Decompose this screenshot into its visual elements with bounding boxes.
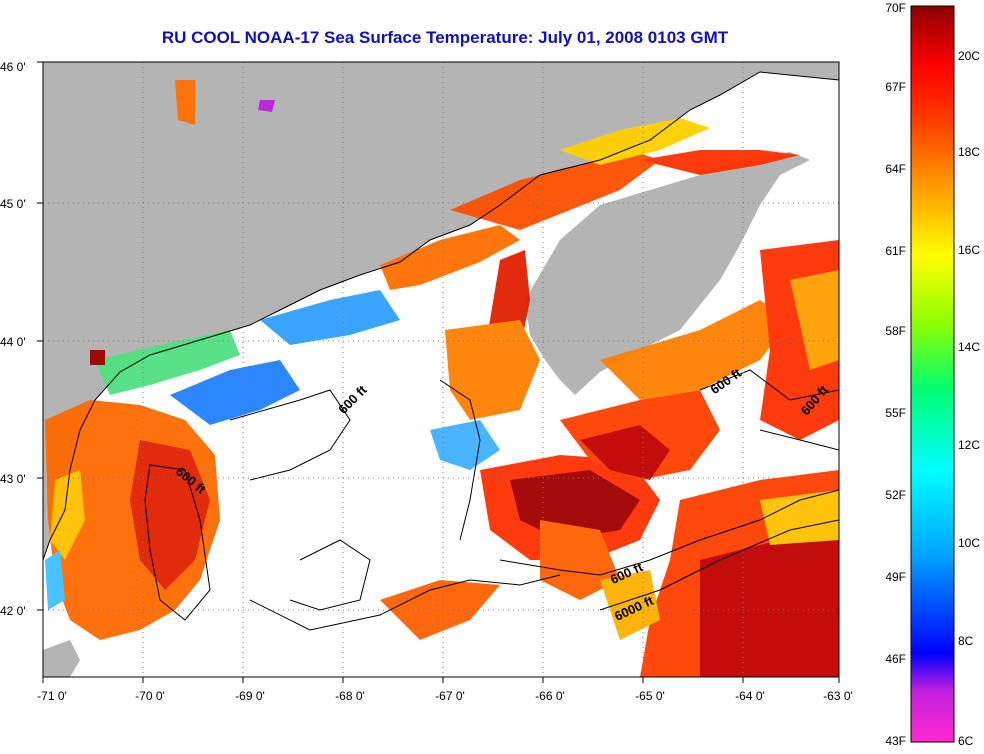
- colorbar-f-52: 52F: [885, 488, 906, 502]
- lon-label-64: -64 0': [735, 689, 765, 703]
- colorbar-f-61: 61F: [885, 244, 906, 258]
- colorbar-gradient: [910, 5, 955, 743]
- map-frame: [42, 61, 840, 678]
- colorbar-c-12: 12C: [958, 438, 980, 452]
- colorbar-f-55: 55F: [885, 406, 906, 420]
- coastline: [43, 71, 839, 561]
- colorbar-c-18: 18C: [958, 145, 980, 159]
- colorbar-f-58: 58F: [885, 324, 906, 338]
- colorbar-f-49: 49F: [885, 570, 906, 584]
- colorbar-c-10: 10C: [958, 536, 980, 550]
- colorbar-f-46: 46F: [885, 652, 906, 666]
- map-title: RU COOL NOAA-17 Sea Surface Temperature:…: [161, 28, 729, 47]
- lat-label-46: 46 0': [0, 60, 26, 74]
- colorbar-c-6: 6C: [958, 734, 974, 748]
- colorbar-f-67: 67F: [885, 80, 906, 94]
- lon-label-68: -68 0': [335, 689, 365, 703]
- colorbar-f-64: 64F: [885, 162, 906, 176]
- lon-label-65: -65 0': [635, 689, 665, 703]
- lon-label-71: -71 0': [37, 689, 67, 703]
- colorbar-c-8: 8C: [958, 634, 974, 648]
- depth-contours: [144, 369, 839, 631]
- colorbar-c-20: 20C: [958, 49, 980, 63]
- colorbar-c-16: 16C: [958, 243, 980, 257]
- lon-label-66: -66 0': [535, 689, 565, 703]
- colorbar-c-14: 14C: [958, 340, 980, 354]
- lat-label-42: 42 0': [0, 604, 26, 618]
- lat-axis: 46 0' 45 0' 44 0' 43 0' 42 0': [0, 60, 43, 618]
- map-area: 600 ft 600 ft 600 ft 600 ft 600 ft 6000 …: [43, 62, 839, 677]
- colorbar: 70F 67F 64F 61F 58F 55F 52F 49F 46F 43F …: [885, 1, 980, 748]
- land: [43, 62, 839, 677]
- lat-label-45: 45 0': [0, 197, 26, 211]
- lat-label-43: 43 0': [0, 472, 26, 486]
- lon-axis: -71 0' -70 0' -69 0' -68 0' -67 0' -66 0…: [37, 677, 853, 703]
- lat-label-44: 44 0': [0, 335, 26, 349]
- lon-label-67: -67 0': [435, 689, 465, 703]
- lon-label-70: -70 0': [135, 689, 165, 703]
- lon-label-63: -63 0': [823, 689, 853, 703]
- sst-field: [45, 80, 839, 677]
- colorbar-f-43: 43F: [885, 734, 906, 748]
- colorbar-f-70: 70F: [885, 1, 906, 15]
- lon-label-69: -69 0': [235, 689, 265, 703]
